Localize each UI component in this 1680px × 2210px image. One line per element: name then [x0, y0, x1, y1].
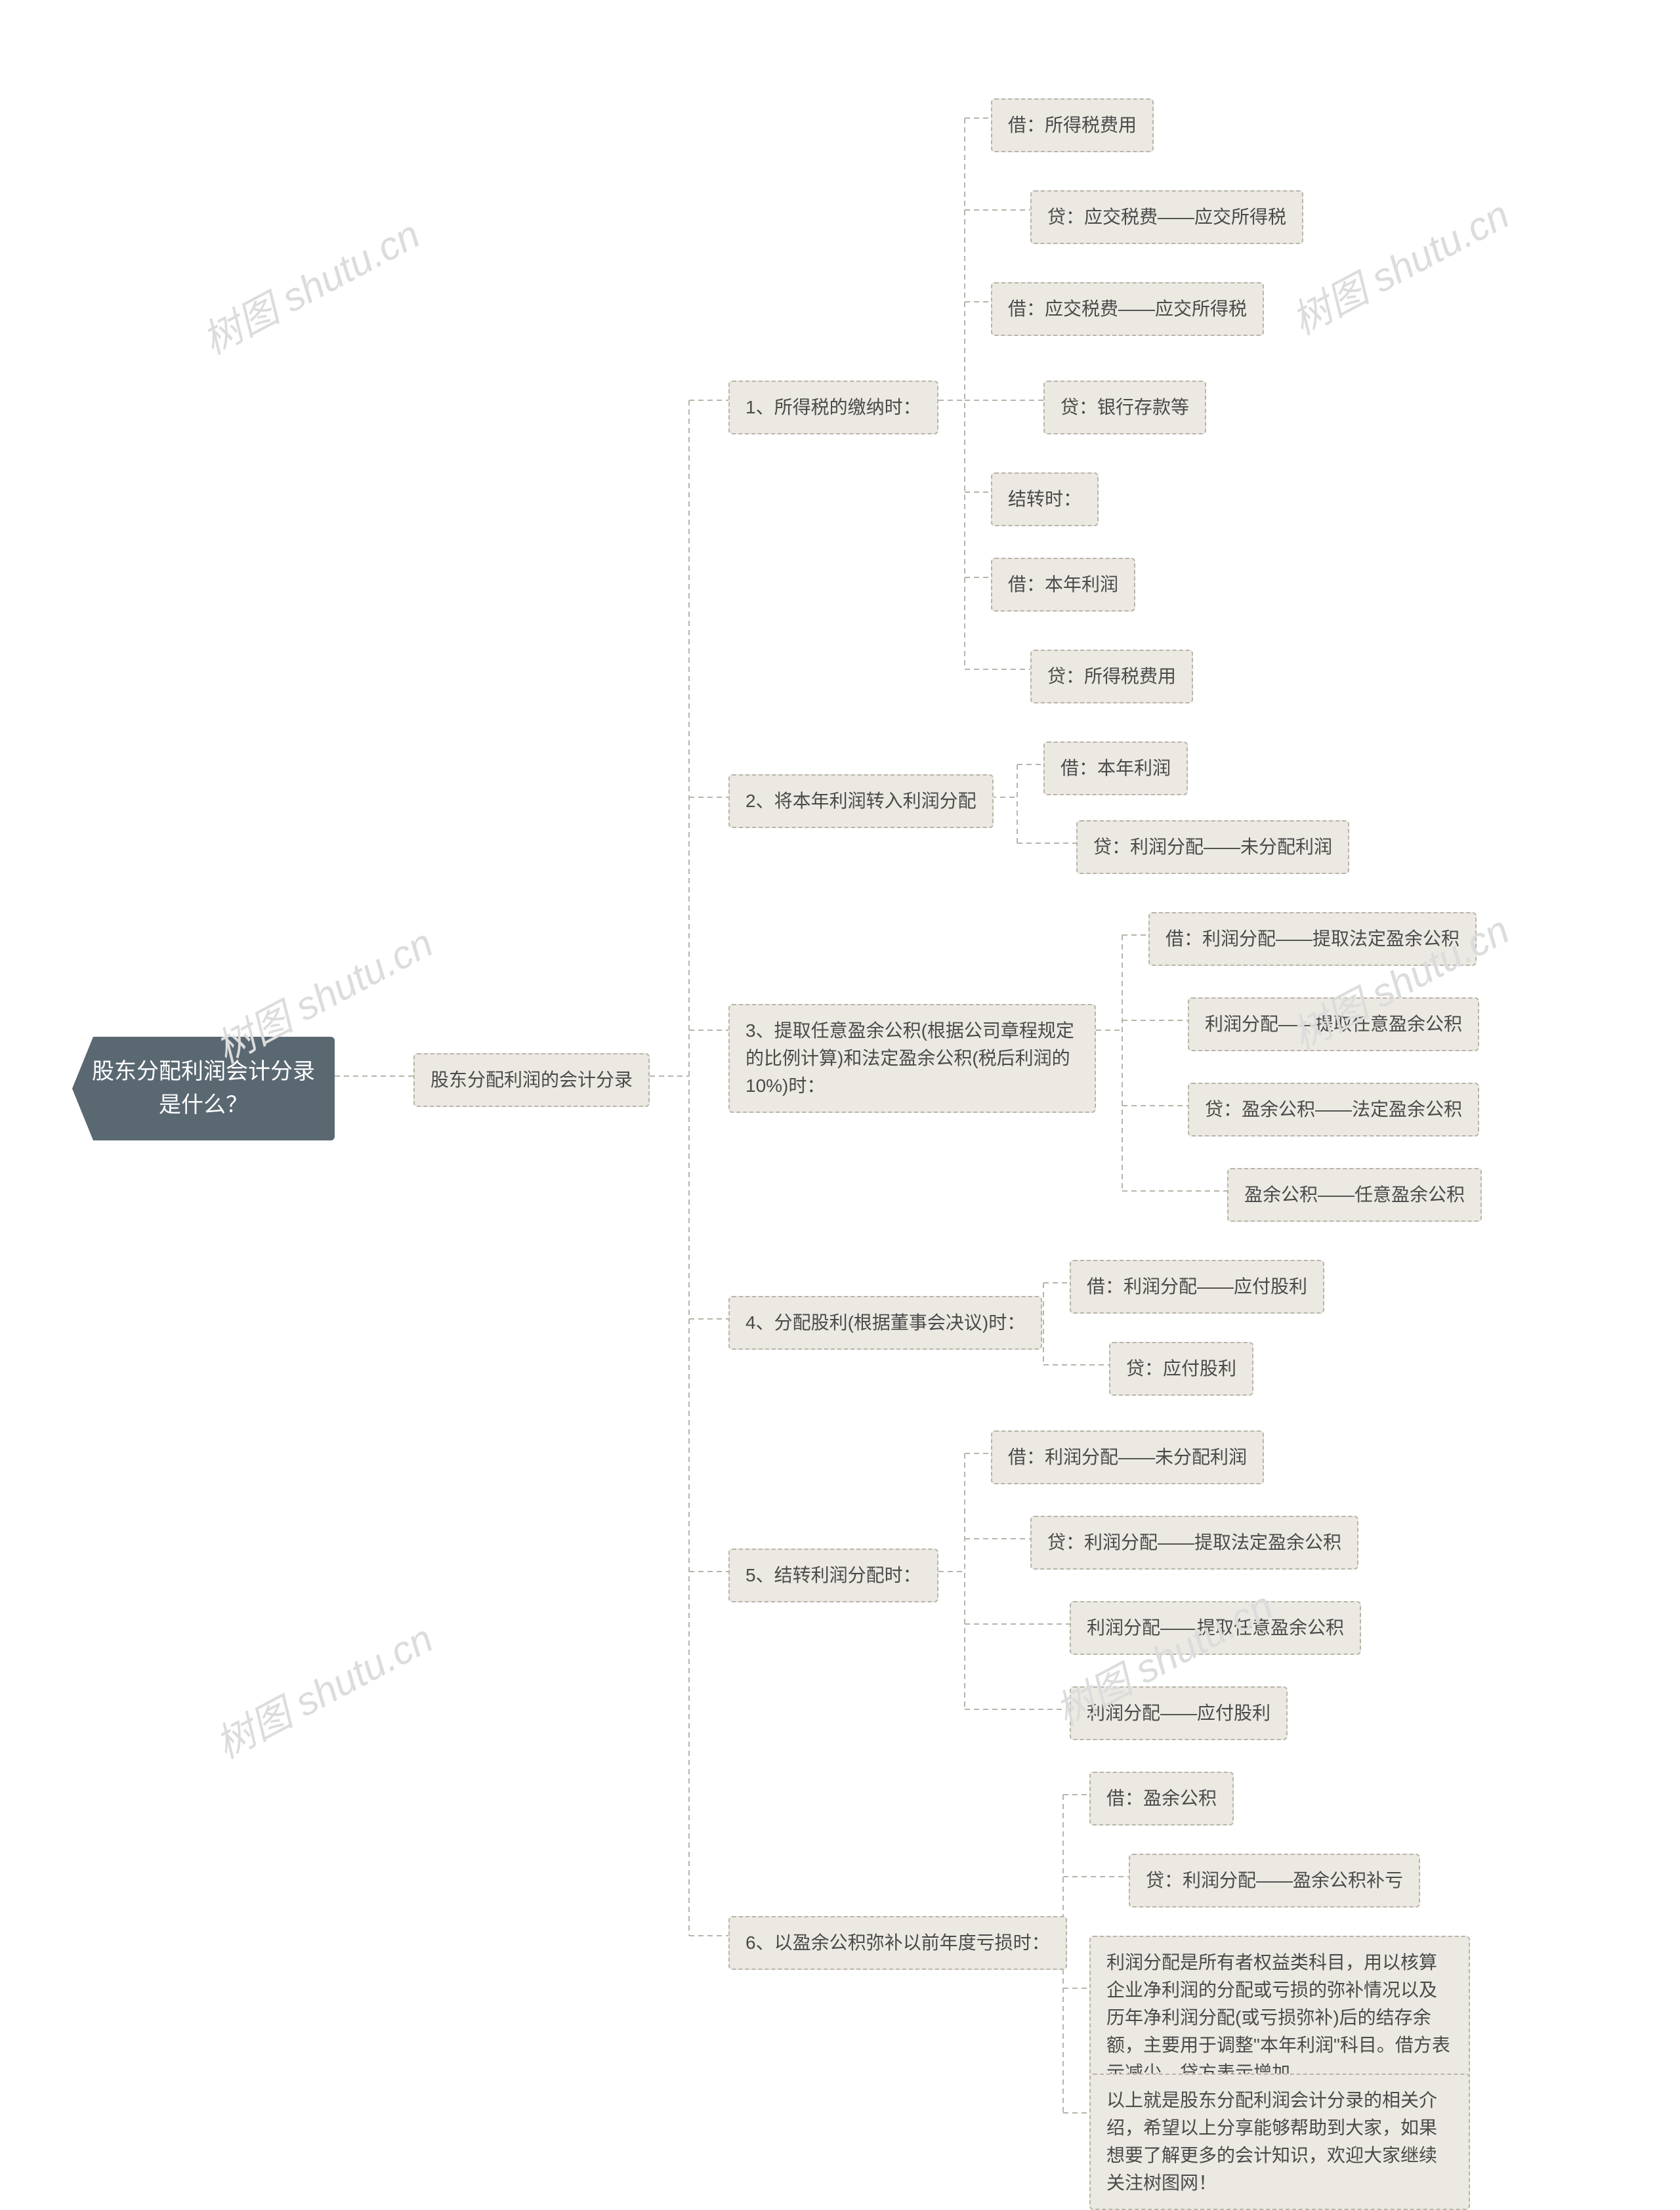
leaf-node[interactable]: 贷：所得税费用 — [1030, 650, 1193, 703]
leaf-node[interactable]: 贷：利润分配——提取法定盈余公积 — [1030, 1516, 1358, 1570]
branch-node[interactable]: 2、将本年利润转入利润分配 — [728, 774, 994, 828]
branch-node[interactable]: 1、所得税的缴纳时： — [728, 381, 938, 434]
mindmap-canvas: 股东分配利润会计分录是什么？ 股东分配利润的会计分录 1、所得税的缴纳时： 借：… — [33, 33, 1647, 2133]
leaf-node[interactable]: 贷：利润分配——盈余公积补亏 — [1129, 1854, 1420, 1908]
branch-node[interactable]: 6、以盈余公积弥补以前年度亏损时： — [728, 1916, 1067, 1970]
leaf-node[interactable]: 利润分配——提取任意盈余公积 — [1188, 997, 1479, 1051]
leaf-node[interactable]: 贷：银行存款等 — [1043, 381, 1206, 434]
leaf-node[interactable]: 借：利润分配——未分配利润 — [991, 1430, 1264, 1484]
leaf-node[interactable]: 借：本年利润 — [1043, 741, 1188, 795]
leaf-node[interactable]: 利润分配——应付股利 — [1070, 1686, 1288, 1740]
watermark: 树图 shutu.cn — [1280, 184, 1518, 346]
watermark: 树图 shutu.cn — [191, 203, 429, 365]
level1-node[interactable]: 股东分配利润的会计分录 — [413, 1053, 650, 1107]
branch-node[interactable]: 4、分配股利(根据董事会决议)时： — [728, 1296, 1042, 1350]
leaf-node[interactable]: 借：应交税费——应交所得税 — [991, 282, 1264, 336]
leaf-node[interactable]: 盈余公积——任意盈余公积 — [1227, 1168, 1482, 1222]
leaf-node[interactable]: 借：盈余公积 — [1089, 1772, 1234, 1825]
leaf-node[interactable]: 贷：应付股利 — [1109, 1342, 1253, 1396]
leaf-node[interactable]: 借：所得税费用 — [991, 98, 1154, 152]
leaf-node[interactable]: 借：利润分配——应付股利 — [1070, 1260, 1324, 1314]
branch-node[interactable]: 3、提取任意盈余公积(根据公司章程规定的比例计算)和法定盈余公积(税后利润的10… — [728, 1004, 1096, 1113]
leaf-node[interactable]: 贷：盈余公积——法定盈余公积 — [1188, 1083, 1479, 1136]
root-node[interactable]: 股东分配利润会计分录是什么？ — [72, 1037, 335, 1140]
leaf-node[interactable]: 贷：利润分配——未分配利润 — [1076, 820, 1349, 874]
branch-node[interactable]: 5、结转利润分配时： — [728, 1549, 938, 1602]
leaf-node[interactable]: 借：利润分配——提取法定盈余公积 — [1148, 912, 1477, 966]
leaf-node[interactable]: 结转时： — [991, 472, 1099, 526]
leaf-node[interactable]: 利润分配——提取任意盈余公积 — [1070, 1601, 1361, 1655]
watermark: 树图 shutu.cn — [204, 1608, 442, 1770]
leaf-node[interactable]: 贷：应交税费——应交所得税 — [1030, 190, 1303, 244]
leaf-node[interactable]: 借：本年利润 — [991, 558, 1135, 612]
leaf-node[interactable]: 以上就是股东分配利润会计分录的相关介绍，希望以上分享能够帮助到大家，如果想要了解… — [1089, 2074, 1470, 2210]
